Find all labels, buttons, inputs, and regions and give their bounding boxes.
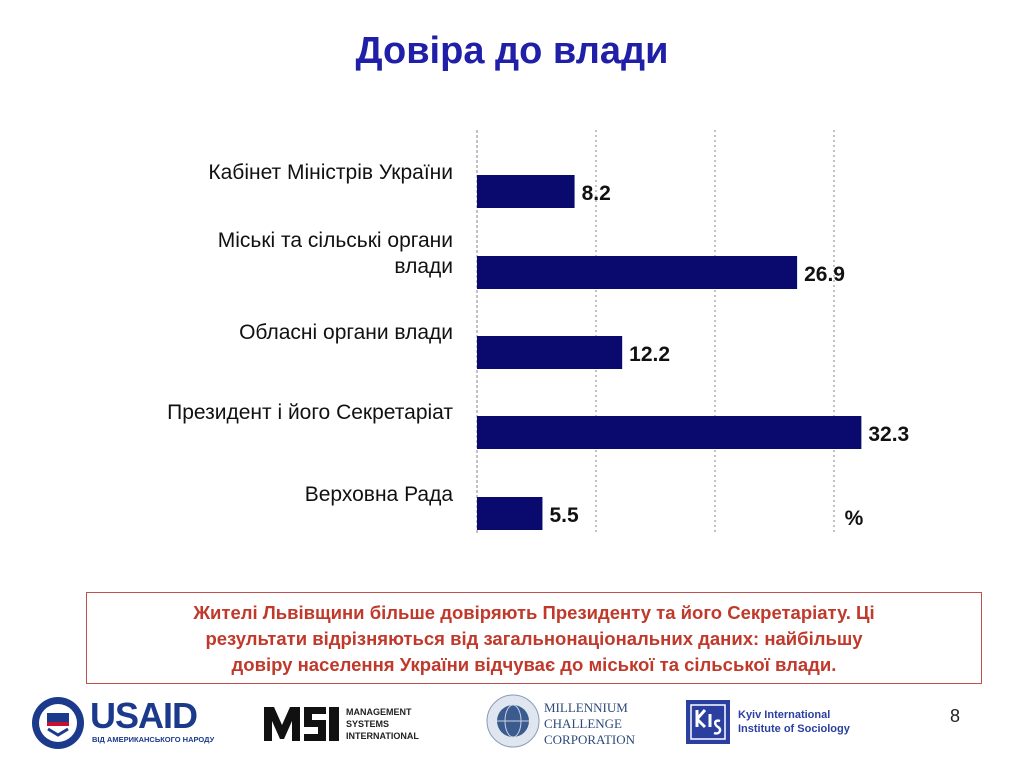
category-label: Верховна Рада (305, 483, 454, 506)
kiis-logo: Kyiv International Institute of Sociolog… (686, 700, 866, 746)
usaid-caption: ВІД АМЕРИКАНСЬКОГО НАРОДУ (92, 735, 215, 744)
data-label: 5.5 (549, 504, 579, 527)
msi-caption-line: MANAGEMENT (346, 707, 412, 717)
data-label: 32.3 (868, 423, 909, 446)
note-line: довіру населення України відчуває до міс… (231, 654, 837, 675)
note-line: Жителі Львівщини більше довіряють Презид… (193, 602, 875, 623)
category-label: Президент і його Секретаріат (167, 401, 453, 424)
msi-logo: MANAGEMENT SYSTEMS INTERNATIONAL (262, 703, 442, 745)
page-number: 8 (950, 706, 961, 726)
note-line: результати відрізняються від загальнонац… (205, 628, 863, 649)
conclusion-box: Жителі Львівщини більше довіряють Презид… (86, 592, 982, 684)
msi-caption-line: INTERNATIONAL (346, 731, 419, 741)
bar (477, 256, 798, 289)
usaid-logo: USAID ВІД АМЕРИКАНСЬКОГО НАРОДУ (30, 693, 220, 753)
category-label: Обласні органи влади (239, 321, 453, 344)
data-label: 26.9 (804, 263, 845, 286)
bar (477, 497, 543, 530)
category-label: влади (394, 255, 453, 278)
msi-caption-line: SYSTEMS (346, 719, 390, 729)
kiis-caption-line: Institute of Sociology (738, 723, 850, 735)
unit-label: % (845, 507, 864, 530)
kiis-mark-icon (686, 700, 730, 744)
kiis-caption-line: Kyiv International (738, 709, 831, 721)
usaid-seal-icon (32, 697, 84, 749)
bar (477, 336, 623, 369)
bar (477, 175, 575, 208)
category-label: Міські та сільські органи (218, 229, 453, 252)
mcc-globe-icon (486, 694, 540, 748)
mcc-caption-line: CHALLENGE (544, 716, 622, 731)
data-label: 8.2 (582, 182, 611, 205)
msi-mark-icon (264, 707, 339, 741)
usaid-wordmark: USAID (90, 695, 198, 736)
page-title: Довіра до влади (355, 30, 669, 72)
mcc-caption-line: MILLENNIUM (544, 700, 628, 715)
data-label: 12.2 (629, 343, 670, 366)
category-label: Кабінет Міністрів України (208, 161, 453, 184)
mcc-caption-line: CORPORATION (544, 732, 636, 747)
mcc-logo: MILLENNIUM CHALLENGE CORPORATION (486, 694, 656, 752)
bar-chart: 8.2 Кабінет Міністрів України 26.9 Міські т… (167, 130, 909, 534)
bar (477, 416, 862, 449)
